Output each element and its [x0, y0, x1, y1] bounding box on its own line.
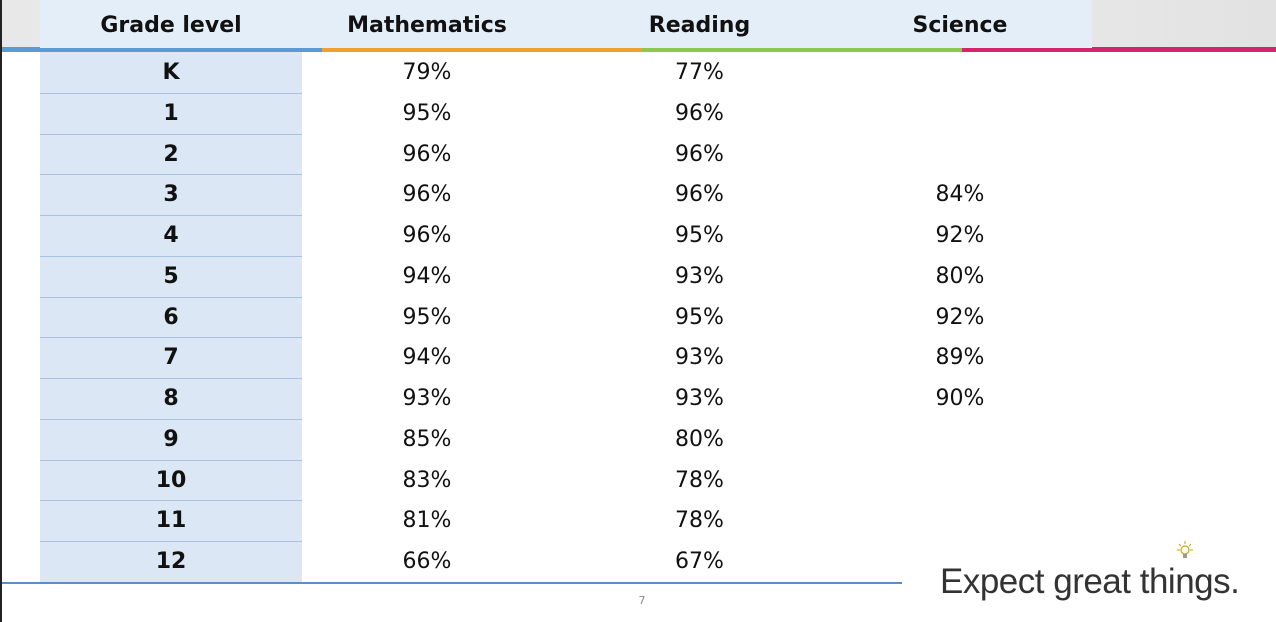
- value-cell: 96%: [675, 100, 724, 126]
- grade-cell: 8: [163, 386, 179, 412]
- grade-cell: 12: [155, 549, 187, 575]
- value-cell: 93%: [675, 345, 724, 371]
- grade-cell: 7: [163, 345, 179, 371]
- green-stripe: [642, 47, 962, 52]
- value-cell: 95%: [402, 100, 452, 126]
- row-divider: [40, 133, 302, 135]
- row-divider: [40, 378, 302, 380]
- row-divider: [40, 174, 302, 176]
- row-divider: [40, 459, 302, 461]
- tagline: Expect great things.: [940, 562, 1240, 601]
- row-divider: [40, 92, 302, 94]
- grade-cell: 6: [163, 304, 179, 330]
- orange-stripe: [322, 47, 642, 52]
- value-cell: 94%: [402, 345, 452, 371]
- header-cell: Reading: [648, 13, 751, 38]
- value-cell: 95%: [402, 304, 452, 330]
- value-cell: 80%: [935, 263, 985, 289]
- value-cell: 77%: [675, 60, 724, 85]
- bulb-icon: [1177, 541, 1193, 558]
- header-cell: Grade level: [100, 13, 242, 38]
- value-cell: 96%: [402, 182, 452, 208]
- row-divider: [40, 215, 302, 217]
- header-cell: Science: [912, 13, 1008, 38]
- grade-cell: 11: [155, 508, 187, 534]
- header-row: [40, 0, 1092, 48]
- value-cell: 81%: [402, 508, 452, 534]
- grade-cell: 2: [163, 141, 179, 167]
- value-cell: 92%: [935, 223, 985, 249]
- value-cell: 95%: [675, 304, 724, 330]
- value-cell: 79%: [402, 60, 452, 85]
- grade-cell: 4: [163, 223, 179, 249]
- header-cell: Mathematics: [347, 13, 507, 38]
- value-cell: 93%: [402, 386, 452, 412]
- grade-cell: K: [162, 60, 180, 85]
- value-cell: 85%: [402, 426, 452, 452]
- value-cell: 96%: [402, 223, 452, 249]
- value-cell: 67%: [675, 549, 724, 575]
- value-cell: 96%: [402, 141, 452, 167]
- value-cell: 83%: [402, 467, 452, 493]
- value-cell: 95%: [675, 223, 724, 249]
- row-divider: [40, 541, 302, 543]
- grade-cell: 9: [163, 426, 179, 452]
- page-number: 7: [638, 594, 646, 607]
- value-cell: 94%: [402, 263, 452, 289]
- value-cell: 92%: [935, 304, 985, 330]
- value-cell: 96%: [675, 182, 724, 208]
- row-divider: [40, 255, 302, 257]
- value-cell: 93%: [675, 386, 724, 412]
- value-cell: 89%: [935, 345, 985, 371]
- row-divider: [40, 418, 302, 420]
- value-cell: 66%: [402, 549, 452, 575]
- grade-cell: 3: [163, 182, 179, 208]
- pink-stripe: [962, 47, 1276, 52]
- footer-line: [2, 582, 902, 584]
- grade-cell: 1: [163, 100, 179, 126]
- value-cell: 96%: [675, 141, 724, 167]
- row-divider: [40, 337, 302, 339]
- value-cell: 93%: [675, 263, 724, 289]
- value-cell: 78%: [675, 508, 724, 534]
- value-cell: 84%: [935, 182, 985, 208]
- row-divider: [40, 500, 302, 502]
- blue-stripe: [2, 47, 322, 52]
- value-cell: 78%: [675, 467, 724, 493]
- grade-cell: 10: [155, 467, 187, 493]
- row-divider: [40, 296, 302, 298]
- value-cell: 80%: [675, 426, 724, 452]
- value-cell: 90%: [935, 386, 985, 412]
- grade-cell: 5: [163, 263, 179, 289]
- grade-column: [40, 52, 302, 582]
